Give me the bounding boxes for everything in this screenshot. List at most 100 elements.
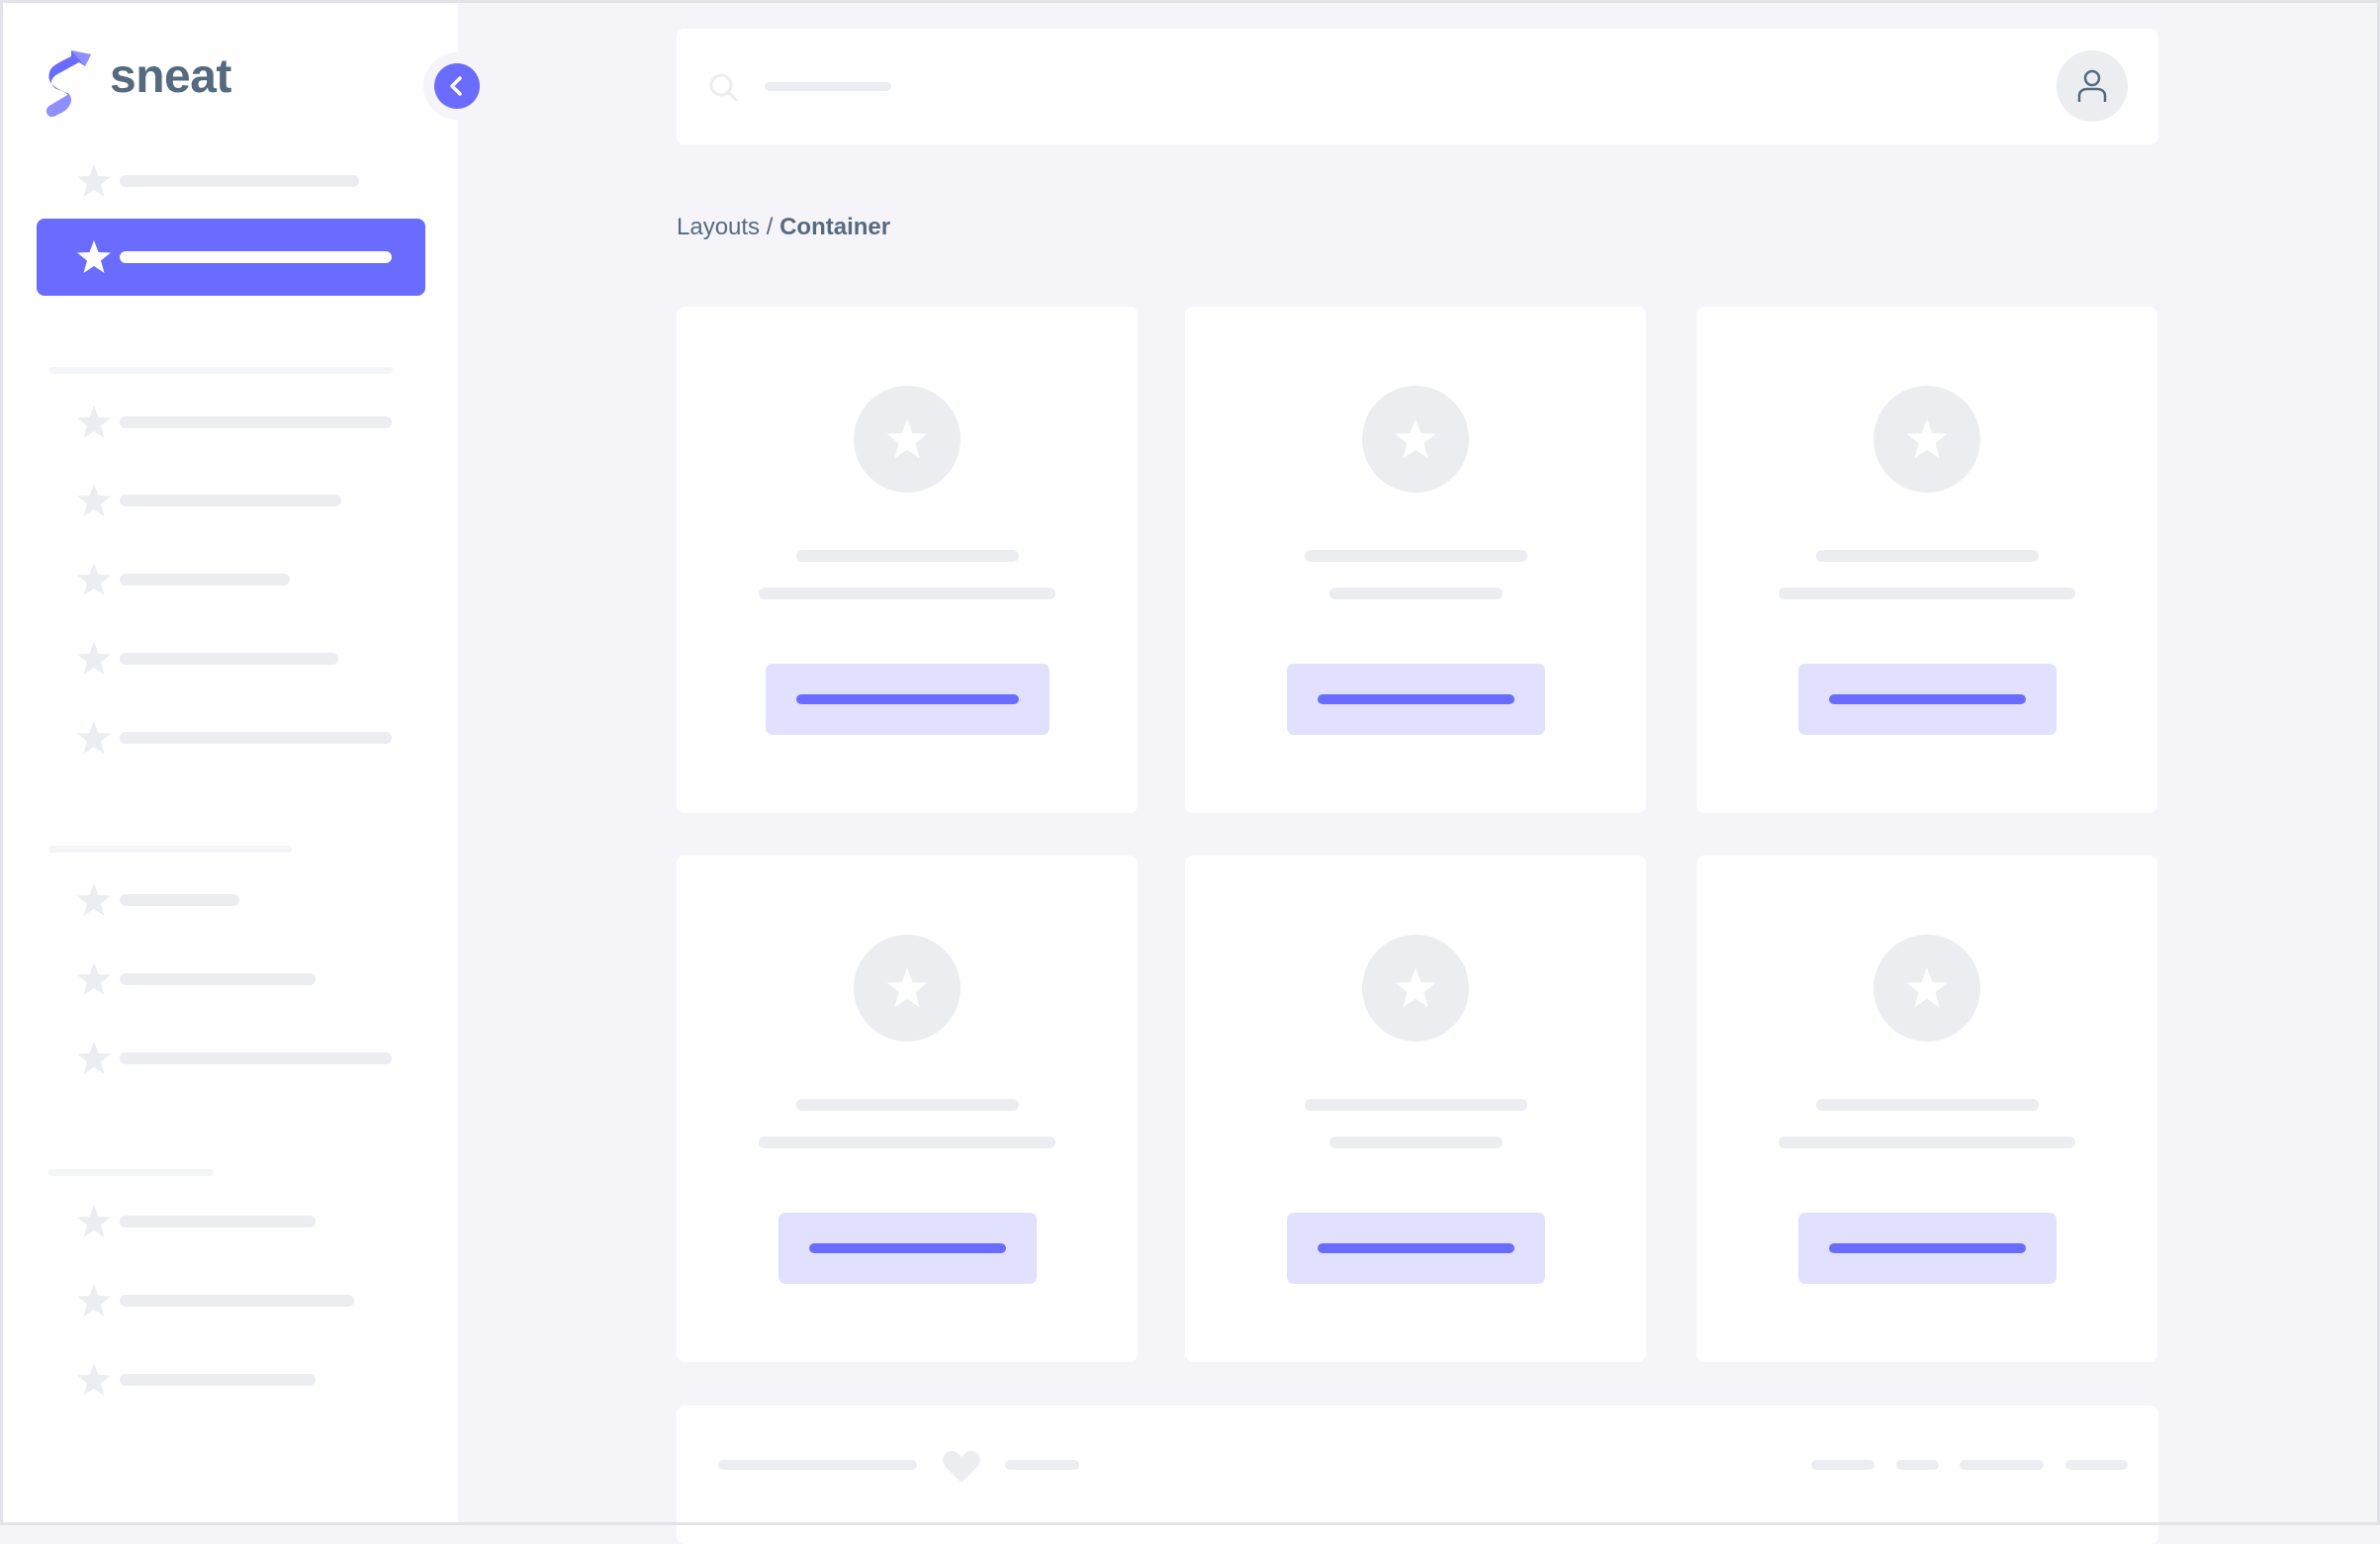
card-icon-circle <box>854 935 961 1042</box>
card-title <box>795 550 1019 562</box>
star-icon <box>77 1042 111 1074</box>
star-icon <box>77 1363 111 1396</box>
card <box>1696 307 2157 813</box>
sidebar-item-label <box>120 1374 316 1386</box>
card-text <box>1328 1136 1503 1148</box>
card-button[interactable] <box>1797 1213 2057 1284</box>
sidebar-item[interactable] <box>37 629 425 688</box>
card-text <box>1328 588 1503 599</box>
card <box>1185 307 1646 813</box>
search-input[interactable] <box>765 82 891 91</box>
sidebar-item-label <box>120 1295 354 1307</box>
sidebar-item[interactable] <box>37 550 425 609</box>
star-icon <box>77 240 111 273</box>
sidebar-item-label <box>120 1216 316 1227</box>
star-icon <box>77 1205 111 1237</box>
sidebar-item[interactable] <box>37 393 425 452</box>
sidebar-item[interactable] <box>37 708 425 768</box>
heart-icon <box>943 1451 980 1483</box>
user-icon <box>2077 69 2107 102</box>
collapse-sidebar-button[interactable] <box>423 52 491 120</box>
card <box>1185 856 1646 1362</box>
card-button-label <box>808 1243 1006 1253</box>
card-button[interactable] <box>765 664 1050 735</box>
chevron-left-icon <box>450 76 462 96</box>
card-button[interactable] <box>1286 664 1545 735</box>
star-icon <box>77 883 111 916</box>
sidebar-item[interactable] <box>37 151 425 211</box>
star-icon <box>1395 418 1436 459</box>
card-button[interactable] <box>778 1213 1037 1284</box>
top-navbar <box>677 29 2158 144</box>
card-icon-circle <box>854 386 961 493</box>
sidebar-item[interactable] <box>37 1029 425 1088</box>
star-icon <box>77 484 111 516</box>
card-button-label <box>1828 694 2026 704</box>
card-icon-circle <box>1874 386 1980 493</box>
sidebar-item-label <box>120 495 341 506</box>
logo-text: sneat <box>110 50 231 103</box>
star-icon <box>77 721 111 754</box>
breadcrumb-separator: / <box>760 214 780 240</box>
star-icon <box>77 164 111 197</box>
card-button-label <box>1317 694 1514 704</box>
star-icon <box>77 642 111 675</box>
card <box>1696 856 2157 1362</box>
card-title <box>1304 550 1527 562</box>
card-button[interactable] <box>1286 1213 1545 1284</box>
user-avatar[interactable] <box>2057 50 2128 122</box>
sidebar-item-label <box>120 973 316 985</box>
footer-text <box>718 1460 917 1470</box>
sidebar-item[interactable] <box>37 1350 425 1409</box>
card-title <box>1304 1099 1527 1111</box>
card-text <box>1779 1136 2075 1148</box>
footer-link[interactable] <box>1896 1460 1939 1470</box>
card-icon-circle <box>1362 935 1469 1042</box>
sidebar: sneat <box>0 0 491 1525</box>
star-icon <box>1906 967 1948 1008</box>
star-icon <box>1906 418 1948 459</box>
footer-link[interactable] <box>1005 1460 1079 1470</box>
star-icon <box>77 406 111 438</box>
card-text <box>759 1136 1055 1148</box>
section-divider <box>48 367 393 374</box>
section-divider <box>48 846 292 853</box>
search-icon[interactable] <box>708 72 740 104</box>
logo-icon <box>46 50 91 117</box>
card-text <box>759 588 1055 599</box>
footer-link[interactable] <box>1811 1460 1875 1470</box>
card-icon-circle <box>1874 935 1980 1042</box>
footer-link[interactable] <box>2065 1460 2128 1470</box>
breadcrumb-parent[interactable]: Layouts <box>677 214 761 240</box>
sidebar-item[interactable] <box>37 471 425 530</box>
star-icon <box>77 962 111 995</box>
sidebar-item[interactable] <box>37 870 425 930</box>
sidebar-item[interactable] <box>37 227 425 287</box>
card-button-label <box>795 694 1019 704</box>
footer <box>677 1406 2158 1544</box>
sidebar-item-label <box>120 732 392 744</box>
sidebar-item-label <box>120 574 290 586</box>
card-button-label <box>1828 1243 2026 1253</box>
sidebar-item-label <box>120 416 392 428</box>
sidebar-item[interactable] <box>37 950 425 1009</box>
sidebar-item[interactable] <box>37 1271 425 1330</box>
sidebar-item-label <box>120 1052 392 1064</box>
sidebar-item-label <box>120 175 359 187</box>
sidebar-item-label <box>120 251 392 263</box>
breadcrumb: Layouts / Container <box>677 214 890 241</box>
sidebar-item-label <box>120 653 338 665</box>
section-divider <box>48 1169 214 1176</box>
card-button-label <box>1317 1243 1514 1253</box>
breadcrumb-current: Container <box>779 214 891 240</box>
card-title <box>1815 550 2039 562</box>
card-text <box>1779 588 2075 599</box>
sidebar-item[interactable] <box>37 1192 425 1251</box>
sidebar-item-label <box>120 894 239 906</box>
star-icon <box>77 563 111 595</box>
star-icon <box>77 1284 111 1317</box>
footer-link[interactable] <box>1960 1460 2044 1470</box>
card-button[interactable] <box>1797 664 2057 735</box>
card-title <box>1815 1099 2039 1111</box>
card <box>677 856 1138 1362</box>
